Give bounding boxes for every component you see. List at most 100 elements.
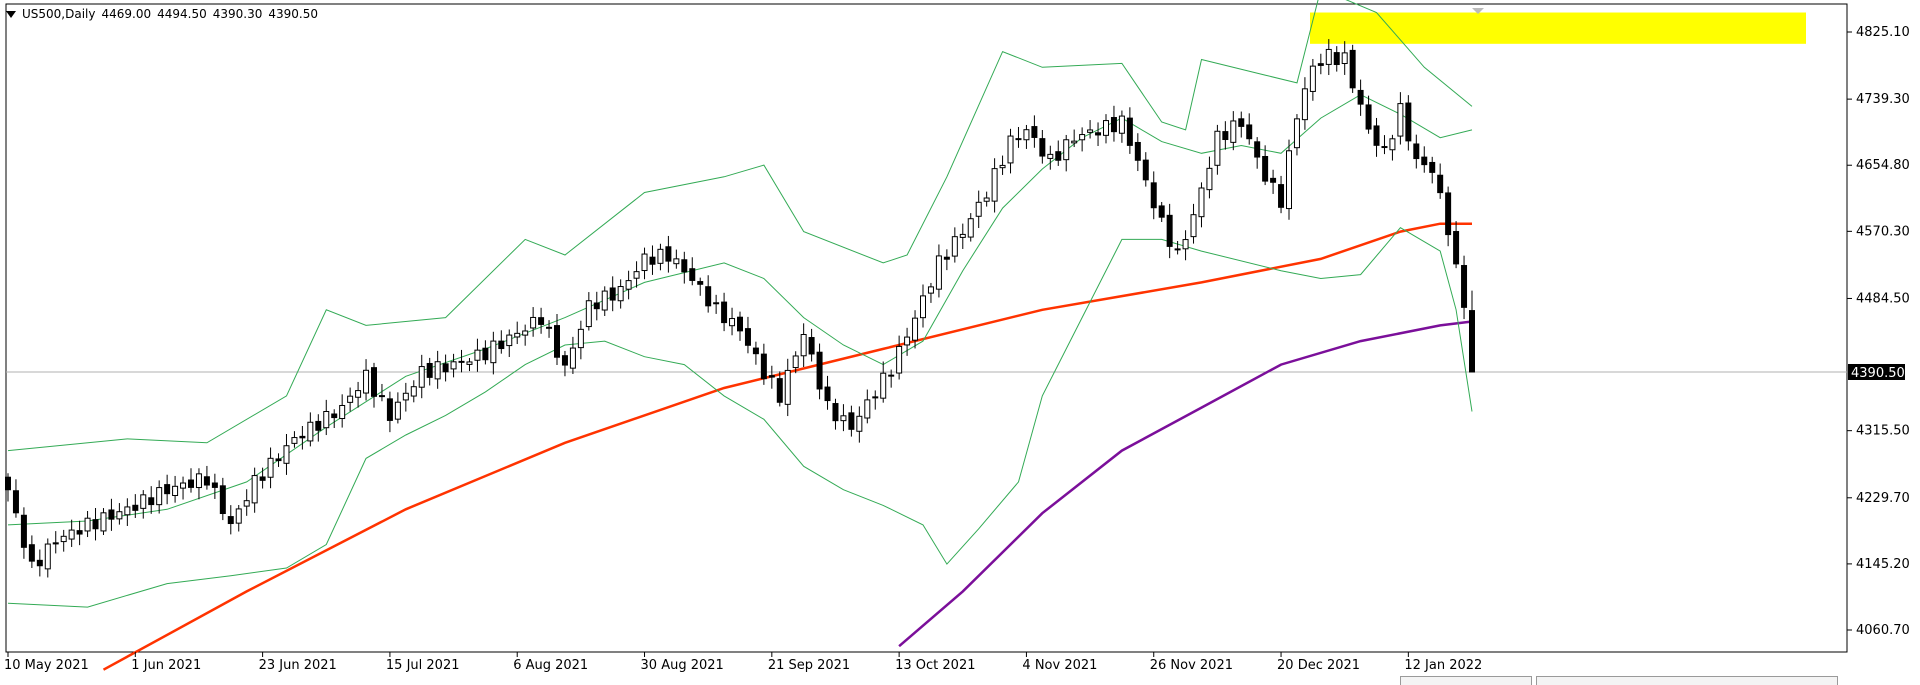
candle[interactable] [450,361,457,370]
candle[interactable] [1087,129,1094,133]
candle[interactable] [1166,214,1173,247]
candle[interactable] [1230,120,1237,143]
collapse-triangle-icon[interactable] [6,11,16,18]
candle[interactable] [243,500,250,507]
candle[interactable] [744,328,751,346]
candle[interactable] [235,508,242,524]
candle[interactable] [1278,184,1285,208]
candle[interactable] [1007,135,1014,164]
candle[interactable] [307,421,314,442]
candle[interactable] [227,516,234,525]
candle[interactable] [776,378,783,403]
candle[interactable] [434,361,441,380]
candle[interactable] [1134,141,1141,161]
candle[interactable] [625,280,632,290]
candle[interactable] [172,485,179,497]
candle[interactable] [1301,88,1308,121]
candle[interactable] [927,286,934,294]
candle[interactable] [1190,214,1197,238]
highlight-zone[interactable] [1310,12,1806,44]
candle[interactable] [474,349,481,361]
candle[interactable] [816,351,823,390]
candle[interactable] [68,529,75,540]
candle[interactable] [188,479,194,488]
candle[interactable] [378,395,385,398]
candle[interactable] [1349,49,1356,89]
candle[interactable] [1357,89,1364,105]
candle[interactable] [1158,205,1165,218]
candle[interactable] [569,347,576,369]
candle[interactable] [108,509,115,520]
candle[interactable] [442,363,449,373]
candle[interactable] [737,316,743,332]
candle[interactable] [1039,138,1046,157]
candle[interactable] [1103,120,1109,136]
candle[interactable] [951,236,958,257]
candle[interactable] [124,506,131,516]
candle[interactable] [530,316,537,329]
candle[interactable] [585,300,592,328]
candle[interactable] [498,340,505,350]
candle[interactable] [1397,103,1404,137]
candle[interactable] [649,256,656,265]
candle[interactable] [768,375,775,378]
candle[interactable] [1142,159,1149,181]
candle[interactable] [538,317,545,325]
candle[interactable] [729,318,736,327]
candle[interactable] [132,504,139,511]
candle[interactable] [1023,129,1030,141]
candle[interactable] [856,415,863,432]
candle[interactable] [267,457,274,478]
candle[interactable] [824,386,831,402]
candle[interactable] [339,404,346,420]
candle[interactable] [1174,248,1181,251]
candle[interactable] [1095,132,1102,136]
candle[interactable] [140,494,147,509]
candle[interactable] [665,246,672,262]
candle[interactable] [792,355,799,369]
candle[interactable] [355,390,362,398]
candle[interactable] [967,218,974,238]
candle[interactable] [1341,52,1348,65]
candle[interactable] [1333,52,1340,66]
candle[interactable] [1429,161,1436,173]
candle[interactable] [705,286,712,307]
candle[interactable] [904,336,911,346]
candle[interactable] [784,369,791,405]
candle[interactable] [466,361,473,365]
candle[interactable] [363,369,370,394]
candle[interactable] [920,295,926,319]
candle[interactable] [299,435,306,439]
candle[interactable] [1381,146,1388,149]
candle[interactable] [609,287,616,301]
candle[interactable] [291,437,298,444]
candle[interactable] [1015,138,1022,141]
candle[interactable] [681,259,688,273]
candle[interactable] [1118,115,1125,134]
candle[interactable] [283,445,290,464]
candle[interactable] [912,317,919,341]
candle[interactable] [148,497,155,506]
candle[interactable] [20,514,27,548]
candle[interactable] [1309,65,1316,92]
candle[interactable] [1150,182,1157,209]
candle[interactable] [1198,187,1205,218]
candle[interactable] [28,544,35,562]
candle[interactable] [506,334,513,347]
candle[interactable] [959,233,966,238]
candle[interactable] [1254,141,1261,158]
candle[interactable] [999,164,1006,169]
candle[interactable] [1469,310,1475,373]
bottom-tab[interactable] [1400,676,1532,685]
candle[interactable] [880,372,887,399]
candle[interactable] [60,535,67,543]
candle[interactable] [697,281,704,285]
candle[interactable] [1270,177,1277,183]
candle[interactable] [752,347,759,355]
bottom-tab[interactable] [1536,676,1838,685]
candle[interactable] [554,325,560,358]
candle[interactable] [1206,167,1213,191]
candle[interactable] [164,484,171,495]
candle[interactable] [522,330,529,336]
